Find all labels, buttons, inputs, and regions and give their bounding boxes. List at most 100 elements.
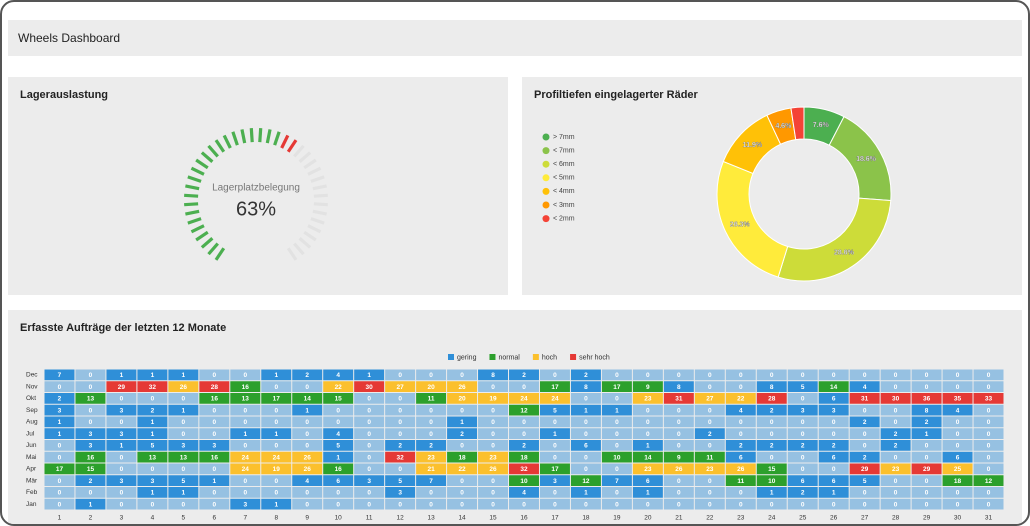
- cell-label: 0: [677, 419, 681, 426]
- heatmap-cell: [230, 463, 261, 475]
- heatmap-cell: [44, 393, 75, 404]
- cell-label: 0: [770, 501, 774, 508]
- heatmap-cell: [973, 475, 1004, 486]
- heatmap-cell: [787, 369, 818, 381]
- cell-label: 0: [58, 454, 62, 461]
- heatmap-cell: [509, 428, 539, 439]
- gauge-segment: [298, 237, 312, 249]
- gauge-segment: [190, 224, 205, 234]
- cell-label: 0: [120, 396, 124, 403]
- heatmap-cell: [44, 369, 75, 381]
- gauge-segment: [312, 209, 327, 216]
- heatmap-cell: [75, 404, 106, 416]
- heatmap-cell: [880, 416, 911, 428]
- heatmap-cell: [385, 463, 416, 475]
- cell-label: 8: [677, 384, 681, 391]
- cell-label: 5: [553, 407, 557, 414]
- heatmap-cell: [632, 381, 663, 392]
- cell-label: 12: [520, 407, 528, 414]
- gauge-segment: [190, 166, 205, 176]
- heatmap-cell: [509, 475, 539, 486]
- heatmap-cell: [354, 393, 385, 404]
- x-tick-label: 5: [182, 515, 186, 522]
- x-tick-label: 15: [489, 515, 497, 522]
- heatmap-cell: [601, 416, 632, 428]
- heatmap-cell: [292, 463, 323, 475]
- heatmap-cell: [416, 404, 447, 416]
- heatmap-cell: [199, 381, 230, 392]
- heatmap-cell: [137, 487, 168, 498]
- cell-label: 23: [892, 466, 900, 473]
- gauge-segment: [286, 139, 298, 153]
- heatmap-cell: [787, 440, 818, 451]
- heatmap-cell: [911, 463, 942, 475]
- cell-label: 1: [151, 419, 155, 426]
- heatmap-cell: [601, 498, 632, 510]
- heatmap-cell: [539, 498, 570, 510]
- heatmap-cell: [570, 416, 601, 428]
- cell-label: 3: [553, 478, 557, 485]
- cell-label: 13: [180, 454, 188, 461]
- heatmap-cell: [787, 393, 818, 404]
- cell-label: 2: [522, 372, 526, 379]
- cell-label: 2: [770, 443, 774, 450]
- cell-label: 0: [801, 466, 805, 473]
- x-tick-label: 18: [582, 515, 590, 522]
- heatmap-cell: [632, 369, 663, 381]
- cell-label: 2: [801, 490, 805, 497]
- heatmap-cell: [447, 416, 478, 428]
- cell-label: 1: [243, 431, 247, 438]
- heatmap-cell: [694, 451, 725, 463]
- heatmap-cell: [168, 451, 199, 463]
- cell-label: 0: [801, 396, 805, 403]
- cell-label: 6: [832, 396, 836, 403]
- gauge-segment: [312, 184, 327, 191]
- cell-label: 0: [398, 396, 402, 403]
- cell-label: 0: [739, 384, 743, 391]
- cell-label: 0: [274, 384, 278, 391]
- legend-marker: [542, 201, 550, 209]
- heatmap-cell: [261, 381, 292, 392]
- heatmap-cell: [261, 369, 292, 381]
- legend-swatch: [532, 354, 539, 360]
- cell-label: 0: [894, 407, 898, 414]
- cell-label: 3: [120, 407, 124, 414]
- heatmap-cell: [787, 463, 818, 475]
- gauge-segment: [313, 202, 328, 207]
- heatmap-cell: [880, 463, 911, 475]
- cell-label: 0: [925, 490, 929, 497]
- cell-label: 0: [832, 372, 836, 379]
- heatmap-cell: [539, 487, 570, 498]
- heatmap-cell: [694, 393, 725, 404]
- x-tick-label: 22: [706, 515, 714, 522]
- heatmap-cell: [354, 451, 385, 463]
- heatmap-cell: [323, 498, 354, 510]
- cell-label: 0: [832, 501, 836, 508]
- cell-label: 2: [894, 443, 898, 450]
- heatmap-cell: [385, 475, 416, 486]
- slice-label: 7.6%: [813, 122, 830, 129]
- cell-label: 0: [522, 431, 526, 438]
- cell-label: 7: [429, 478, 433, 485]
- pie-slice: [790, 106, 805, 141]
- cell-label: 0: [305, 384, 309, 391]
- cell-label: 0: [801, 431, 805, 438]
- heatmap-cell: [137, 404, 168, 416]
- heatmap-cell: [911, 381, 942, 392]
- cell-label: 4: [336, 431, 340, 438]
- cell-label: 3: [243, 501, 247, 508]
- heatmap-cell: [911, 451, 942, 463]
- heatmap-cell: [168, 393, 199, 404]
- cell-label: 0: [213, 407, 217, 414]
- cell-label: 0: [987, 384, 991, 391]
- gauge-segment: [307, 166, 322, 176]
- cell-label: 1: [182, 490, 186, 497]
- heatmap-cell: [447, 498, 478, 510]
- heatmap-cell: [354, 475, 385, 486]
- y-tick-label: Feb: [26, 489, 38, 496]
- heatmap-cell: [416, 475, 447, 486]
- cell-label: 0: [58, 384, 62, 391]
- cell-label: 15: [335, 396, 343, 403]
- cell-label: 0: [305, 501, 309, 508]
- cell-label: 0: [367, 501, 371, 508]
